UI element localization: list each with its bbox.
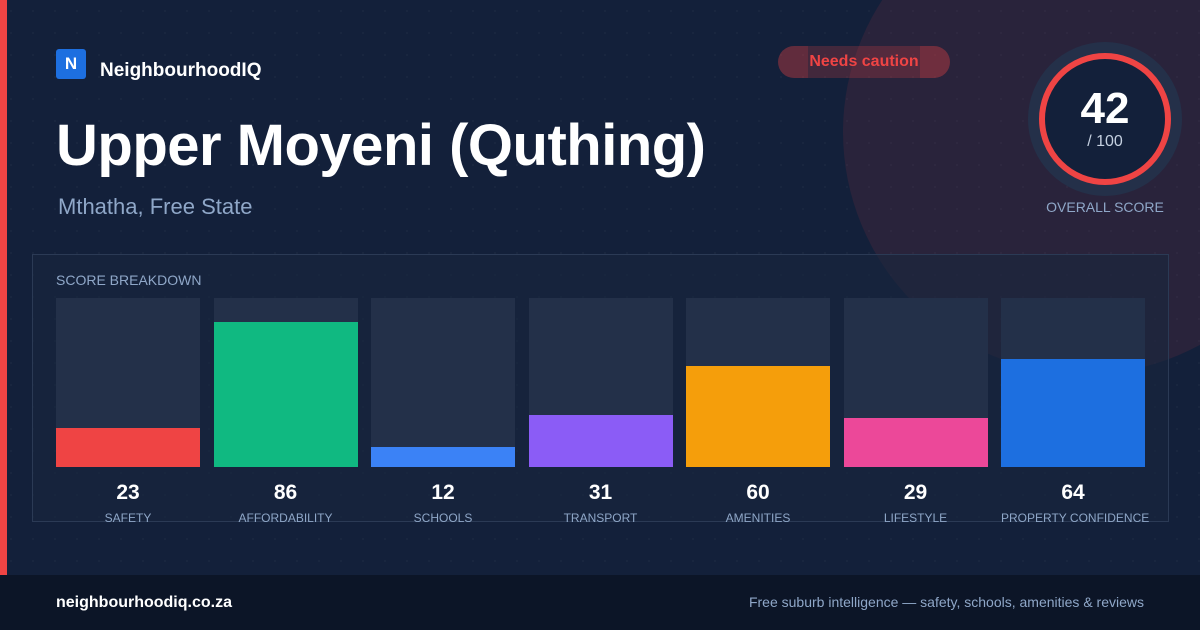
location-subtitle: Mthatha, Free State	[58, 194, 253, 219]
brand[interactable]: N NeighbourhoodIQ	[56, 46, 261, 82]
score-breakdown-panel: SCORE BREAKDOWN 23 SAFETY 86 AFFORDABILITY 1…	[32, 254, 1169, 525]
brand-name: NeighbourhoodIQ	[100, 60, 262, 81]
footer: neighbourhoodiq.co.za Free suburb intell…	[0, 575, 1200, 630]
bar-fill	[371, 446, 515, 467]
overall-score-inner: 42 / 100	[1039, 53, 1171, 185]
bar-fill	[843, 418, 988, 467]
bar-track	[686, 298, 830, 467]
bar-track	[1001, 298, 1145, 467]
brand-logo-icon: N	[56, 49, 86, 79]
bar-fill	[213, 321, 358, 467]
bar-fill	[528, 414, 673, 467]
bar-value: 29	[903, 481, 928, 504]
score-bar-lifestyle: 29 LIFESTYLE	[843, 298, 988, 525]
footer-tagline: Free suburb intelligence — safety, schoo…	[748, 594, 1144, 610]
bar-value: 12	[431, 481, 455, 504]
score-bar-schools: 12 SCHOOLS	[371, 298, 515, 525]
bar-value: 23	[116, 481, 140, 504]
score-breakdown-title: SCORE BREAKDOWN	[56, 272, 202, 288]
bar-label: SAFETY	[104, 511, 152, 525]
bar-label: LIFESTYLE	[883, 511, 948, 525]
bar-label: PROPERTY CONFIDENCE	[1001, 511, 1150, 525]
score-bar-safety: 23 SAFETY	[56, 298, 200, 525]
bar-track	[56, 298, 200, 467]
bar-label: TRANSPORT	[563, 511, 638, 525]
bar-value: 60	[746, 481, 770, 504]
bar-label: AMENITIES	[725, 511, 791, 525]
score-bar-property-confidence: 64 PROPERTY CONFIDENCE	[1001, 298, 1150, 525]
page-title: Upper Moyeni (Quthing)	[56, 113, 706, 178]
overall-score-value: 42	[1080, 84, 1130, 133]
overall-score-ring: 42 / 100	[1028, 42, 1182, 196]
bar-fill	[686, 365, 830, 467]
bar-track	[213, 298, 358, 467]
bar-value: 86	[273, 481, 298, 504]
overall-score-max: / 100	[1087, 133, 1123, 150]
bar-track	[843, 298, 988, 467]
bar-label: AFFORDABILITY	[238, 511, 333, 525]
overall-score-label: OVERALL SCORE	[1046, 199, 1164, 215]
bar-label: SCHOOLS	[413, 511, 473, 525]
bar-value: 31	[588, 481, 613, 504]
bar-value: 64	[1061, 481, 1085, 504]
footer-site-link[interactable]: neighbourhoodiq.co.za	[56, 594, 232, 611]
bar-track	[371, 298, 515, 467]
bar-track	[528, 298, 673, 467]
score-bar-amenities: 60 AMENITIES	[686, 298, 830, 525]
status-badge: Needs caution	[778, 46, 950, 78]
score-bar-transport: 31 TRANSPORT	[528, 298, 673, 525]
accent-bar	[0, 0, 7, 575]
bar-fill	[56, 428, 200, 467]
score-bar-affordability: 86 AFFORDABILITY	[213, 298, 358, 525]
bar-fill	[1001, 358, 1145, 467]
